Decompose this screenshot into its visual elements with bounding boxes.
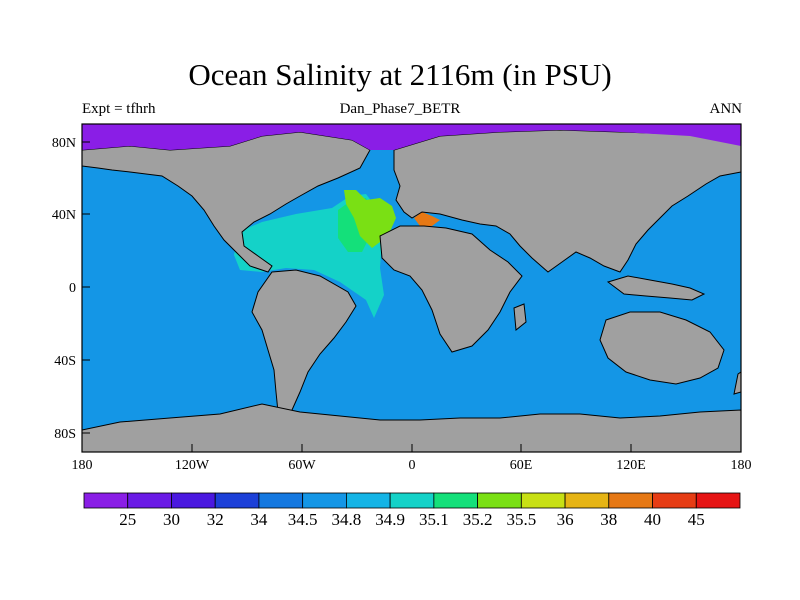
colorbar-swatch xyxy=(345,492,391,509)
colorbar-swatch xyxy=(302,492,347,509)
colorbar-label: 34 xyxy=(250,510,268,529)
colorbar-swatch xyxy=(214,492,260,509)
colorbar-label: 35.5 xyxy=(506,510,536,529)
colorbar-swatch xyxy=(83,492,129,509)
land-antarctica xyxy=(82,403,741,452)
colorbar-swatch xyxy=(695,492,741,509)
colorbar-label: 30 xyxy=(163,510,180,529)
land-north-america xyxy=(82,131,371,273)
x-tick-label: 180 xyxy=(731,458,752,473)
land-masses xyxy=(82,129,741,452)
y-tick-labels: 80N 40N 0 40S 80S xyxy=(52,136,76,442)
land-maritime-continent xyxy=(606,275,706,301)
colorbar-label: 40 xyxy=(644,510,661,529)
colorbar-swatch xyxy=(520,492,566,509)
colorbar-label: 38 xyxy=(600,510,617,529)
x-tick-label: 180 xyxy=(72,458,93,473)
map-title: Ocean Salinity at 2116m (in PSU) xyxy=(188,57,612,92)
x-tick-label: 60W xyxy=(288,458,316,473)
y-tick-label: 80N xyxy=(52,136,76,151)
colorbar-label: 34.8 xyxy=(332,510,362,529)
y-tick-label: 40N xyxy=(52,208,76,223)
land-africa xyxy=(379,225,523,353)
land-australia xyxy=(599,311,725,385)
x-tick-label: 0 xyxy=(409,458,416,473)
land-new-zealand xyxy=(733,371,741,395)
x-tick-label: 60E xyxy=(510,458,533,473)
colorbar-swatch xyxy=(652,492,697,509)
map-subtitle: Dan_Phase7_BETR xyxy=(339,101,461,117)
tick-marks xyxy=(81,141,742,452)
x-tick-labels: 180 120W 60W 0 60E 120E 180 xyxy=(72,458,752,473)
colorbar-label: 36 xyxy=(557,510,574,529)
colorbar-label: 35.1 xyxy=(419,510,449,529)
land-madagascar xyxy=(513,303,527,331)
x-tick-label: 120E xyxy=(616,458,646,473)
colorbar-swatch xyxy=(258,492,304,509)
colorbar-label: 25 xyxy=(119,510,136,529)
colorbar-label: 32 xyxy=(207,510,224,529)
y-tick-label: 80S xyxy=(54,427,76,442)
experiment-label: Expt = tfhrh xyxy=(82,101,156,117)
season-label: ANN xyxy=(709,101,743,117)
mediterranean-outflow xyxy=(414,212,440,226)
colorbar-swatch xyxy=(608,492,653,509)
y-tick-label: 0 xyxy=(69,281,76,296)
land-south-america xyxy=(251,269,357,421)
colorbar-swatch xyxy=(389,492,435,509)
colorbar-swatch xyxy=(477,492,522,509)
colorbar: 25 30 32 34 34.5 34.8 34.9 35.1 35.2 35.5 36 38 40 45 xyxy=(83,492,741,529)
colorbar-label: 45 xyxy=(688,510,705,529)
map-field xyxy=(82,124,741,452)
y-tick-label: 40S xyxy=(54,354,76,369)
colorbar-swatch xyxy=(171,492,216,509)
colorbar-label: 34.5 xyxy=(288,510,318,529)
colorbar-swatch xyxy=(433,492,478,509)
x-tick-label: 120W xyxy=(175,458,210,473)
arctic-band xyxy=(82,124,741,150)
colorbar-swatch xyxy=(127,492,172,509)
colorbar-label: 34.9 xyxy=(375,510,405,529)
colorbar-label: 35.2 xyxy=(463,510,493,529)
atlantic-plume-yellowgreen xyxy=(344,190,396,248)
colorbar-swatch xyxy=(564,492,610,509)
